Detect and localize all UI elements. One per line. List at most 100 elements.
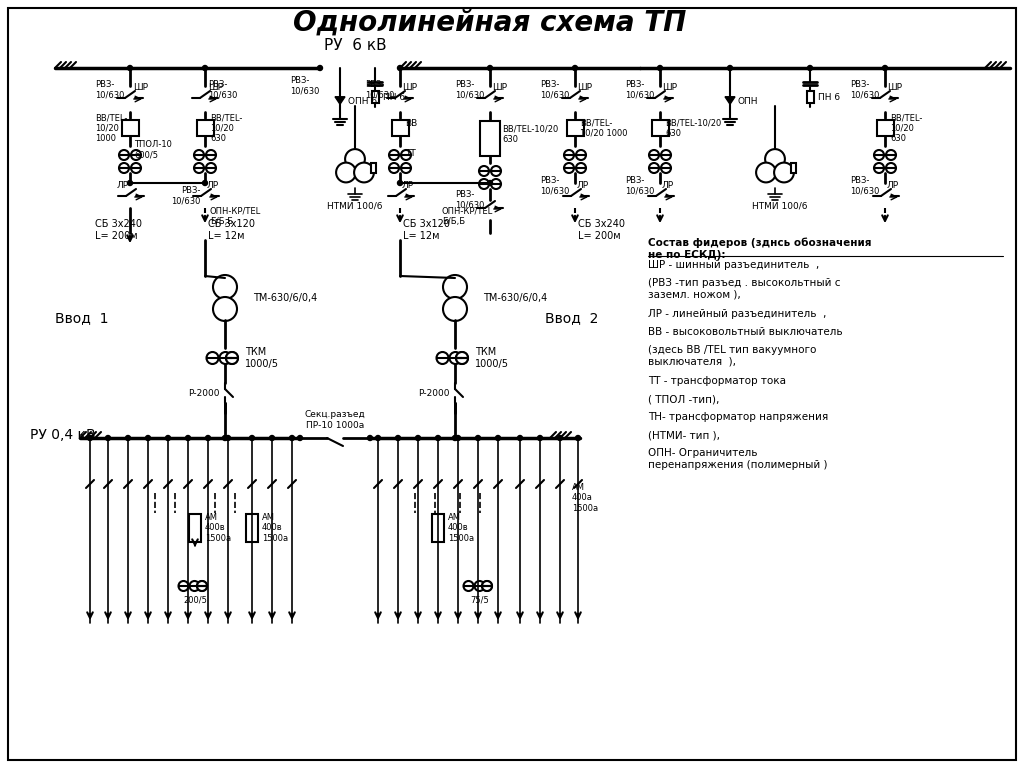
Bar: [807, 91, 813, 103]
Circle shape: [206, 163, 216, 173]
Text: ТТ: ТТ: [406, 148, 416, 157]
Text: ЛР - линейный разъединитель  ,: ЛР - линейный разъединитель ,: [648, 309, 826, 319]
Circle shape: [538, 435, 543, 441]
Circle shape: [490, 166, 501, 176]
Circle shape: [435, 435, 440, 441]
Text: РВЗ-
10/630: РВЗ- 10/630: [540, 81, 569, 100]
Circle shape: [564, 150, 574, 160]
Circle shape: [226, 352, 238, 364]
Circle shape: [189, 581, 200, 591]
Text: АМ
400в
1500а: АМ 400в 1500а: [262, 513, 288, 543]
Bar: [651, 120, 669, 136]
Text: РВЗ-
10/630: РВЗ- 10/630: [208, 81, 238, 100]
Text: ШР - шинный разъединитель  ,: ШР - шинный разъединитель ,: [648, 260, 819, 270]
Text: НТМИ 100/6: НТМИ 100/6: [328, 201, 383, 210]
Circle shape: [203, 65, 208, 71]
Circle shape: [456, 352, 468, 364]
Text: ВВ/TEL-
10/20
630: ВВ/TEL- 10/20 630: [210, 113, 243, 143]
Circle shape: [207, 352, 218, 364]
Text: ЛР: ЛР: [887, 181, 899, 190]
Circle shape: [662, 163, 671, 173]
Text: 200/5: 200/5: [183, 595, 207, 604]
Text: Р-2000: Р-2000: [188, 389, 220, 398]
Circle shape: [397, 180, 402, 186]
Circle shape: [657, 65, 663, 71]
Circle shape: [443, 275, 467, 299]
Text: ЛР: ЛР: [117, 181, 129, 190]
Text: СБ 3х240
L= 200м: СБ 3х240 L= 200м: [578, 219, 625, 241]
Circle shape: [490, 179, 501, 189]
Text: ВВ - высоковольтный выключатель: ВВ - высоковольтный выключатель: [648, 327, 843, 337]
Circle shape: [496, 435, 501, 441]
Text: Р-2000: Р-2000: [419, 389, 450, 398]
Text: ЛР: ЛР: [577, 181, 589, 190]
Text: Секц.разъед
ПР-10 1000а: Секц.разъед ПР-10 1000а: [304, 410, 366, 430]
Text: РВЗ-
10/630: РВЗ- 10/630: [365, 81, 394, 100]
Circle shape: [376, 435, 381, 441]
Circle shape: [131, 150, 141, 160]
Circle shape: [206, 435, 211, 441]
Circle shape: [194, 163, 204, 173]
Bar: [877, 120, 894, 136]
Text: ВВ: ВВ: [406, 118, 417, 127]
Circle shape: [474, 581, 484, 591]
Circle shape: [197, 581, 207, 591]
Bar: [432, 514, 444, 542]
Text: РВЗ-
10/630: РВЗ- 10/630: [850, 177, 880, 196]
Text: ОПН: ОПН: [738, 97, 759, 105]
Text: ТН- трансформатор напряжения: ТН- трансформатор напряжения: [648, 412, 828, 422]
Circle shape: [250, 435, 255, 441]
Circle shape: [389, 150, 399, 160]
Text: ШР: ШР: [133, 84, 148, 92]
Text: ТТ - трансформатор тока: ТТ - трансформатор тока: [648, 376, 786, 386]
Circle shape: [336, 163, 356, 183]
Circle shape: [808, 65, 812, 71]
Circle shape: [564, 163, 574, 173]
Circle shape: [213, 297, 237, 321]
Text: РВЗ-
10/630: РВЗ- 10/630: [455, 190, 484, 210]
Text: ВВ/TEL-
10/20 1000: ВВ/TEL- 10/20 1000: [580, 118, 628, 137]
Circle shape: [487, 180, 493, 186]
Circle shape: [354, 163, 374, 183]
Circle shape: [269, 435, 274, 441]
Circle shape: [883, 65, 888, 71]
Circle shape: [145, 435, 151, 441]
Text: АМ
400в
1500а: АМ 400в 1500а: [449, 513, 474, 543]
Text: РУ  6 кВ: РУ 6 кВ: [324, 38, 386, 54]
Text: ТПОЛ-10
600/5: ТПОЛ-10 600/5: [134, 141, 172, 160]
Circle shape: [203, 180, 208, 186]
Circle shape: [345, 149, 365, 169]
Circle shape: [482, 581, 492, 591]
Circle shape: [219, 352, 231, 364]
Circle shape: [575, 150, 586, 160]
Circle shape: [395, 435, 400, 441]
Text: РВЗ-
10/630: РВЗ- 10/630: [171, 186, 200, 205]
Circle shape: [575, 163, 586, 173]
Circle shape: [886, 163, 896, 173]
Circle shape: [397, 65, 402, 71]
Circle shape: [197, 581, 207, 591]
Circle shape: [401, 150, 411, 160]
Text: ОПН-КР/TEL
Б/Б,Б: ОПН-КР/TEL Б/Б,Б: [442, 207, 494, 226]
Text: РВЗ-
10/630: РВЗ- 10/630: [540, 177, 569, 196]
Circle shape: [487, 65, 493, 71]
Text: ТКМ
1000/5: ТКМ 1000/5: [245, 347, 279, 369]
Circle shape: [222, 435, 227, 441]
Circle shape: [131, 163, 141, 173]
Circle shape: [368, 435, 373, 441]
Circle shape: [482, 581, 492, 591]
Circle shape: [206, 150, 216, 160]
Circle shape: [727, 65, 732, 71]
Text: РВЗ-
10/630: РВЗ- 10/630: [95, 81, 124, 100]
Text: (здесь ВВ /TEL тип вакуумного
выключателя  ),: (здесь ВВ /TEL тип вакуумного выключател…: [648, 345, 816, 366]
Circle shape: [119, 150, 129, 160]
Circle shape: [178, 581, 188, 591]
Text: РВЗ-
10/630: РВЗ- 10/630: [850, 81, 880, 100]
Circle shape: [389, 163, 399, 173]
Circle shape: [105, 435, 111, 441]
Text: РВЗ-
10/630: РВЗ- 10/630: [625, 177, 654, 196]
Text: ОПН-КР/TEL
Б/Б,Б: ОПН-КР/TEL Б/Б,Б: [210, 207, 261, 226]
Circle shape: [517, 435, 522, 441]
Circle shape: [226, 352, 238, 364]
Text: ТМ-630/6/0,4: ТМ-630/6/0,4: [253, 293, 317, 303]
